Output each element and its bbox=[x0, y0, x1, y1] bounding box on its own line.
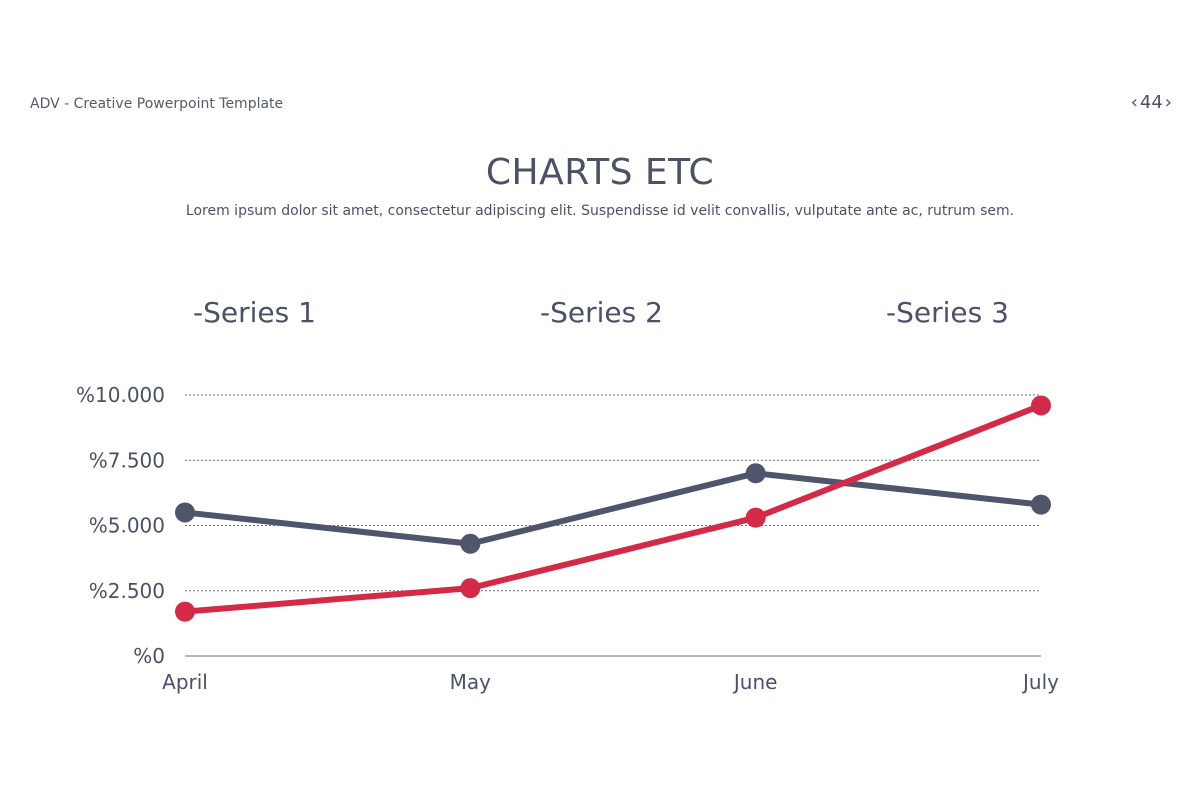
series-1-line bbox=[182, 470, 1044, 547]
slide-title: CHARTS ETC bbox=[485, 152, 715, 193]
legend-item-3: -Series 3 bbox=[886, 296, 1009, 329]
series-1-point bbox=[460, 533, 481, 554]
template-name: ADV - Creative Powerpoint Template bbox=[30, 96, 284, 112]
y-tick-label: %7.500 bbox=[89, 448, 165, 472]
series-1-point bbox=[1031, 494, 1051, 515]
chart-legend: -Series 1 -Series 2 -Series 3 bbox=[0, 296, 1200, 336]
series-2-point bbox=[745, 507, 766, 528]
chevron-right-icon[interactable]: › bbox=[1164, 91, 1172, 113]
series-1-point bbox=[175, 502, 195, 523]
x-tick-label: April bbox=[162, 670, 208, 694]
x-tick-label: June bbox=[732, 670, 778, 694]
x-tick-label: July bbox=[1021, 670, 1059, 694]
chevron-left-icon[interactable]: ‹ bbox=[1130, 91, 1138, 113]
y-tick-label: %10.000 bbox=[76, 383, 165, 407]
series-2-point bbox=[1031, 395, 1051, 416]
x-tick-label: May bbox=[450, 670, 492, 694]
page-navigation: ‹ 44 › bbox=[1131, 92, 1172, 113]
series-2-point bbox=[460, 578, 481, 599]
slide-subtitle: Lorem ipsum dolor sit amet, consectetur … bbox=[185, 203, 1015, 219]
legend-item-1: -Series 1 bbox=[193, 296, 316, 329]
series-2-line bbox=[182, 402, 1044, 615]
y-tick-label: %0 bbox=[133, 644, 165, 668]
y-tick-label: %2.500 bbox=[89, 579, 165, 603]
series-2-point bbox=[175, 601, 195, 622]
y-tick-label: %5.000 bbox=[89, 514, 165, 538]
page-number: 44 bbox=[1139, 92, 1163, 113]
legend-item-2: -Series 2 bbox=[540, 296, 663, 329]
series-1-point bbox=[745, 463, 766, 484]
